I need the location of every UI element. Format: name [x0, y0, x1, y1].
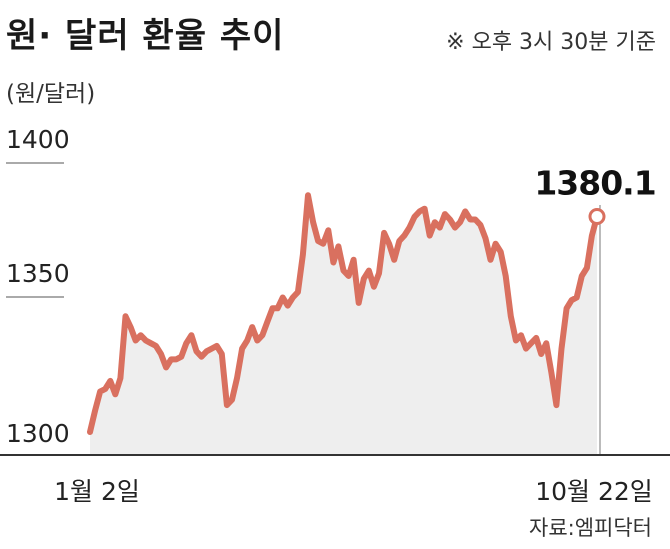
last-point-marker: [588, 208, 606, 225]
y-axis-ticks: 1400 1350 1300: [6, 125, 70, 448]
time-note: ※ 오후 3시 30분 기준: [446, 30, 656, 55]
y-axis-unit: (원/달러): [6, 81, 96, 107]
chart-title: 원· 달러 환율 추이: [6, 16, 285, 56]
y-tick-label-1400: 1400: [6, 125, 70, 154]
y-tick-label-1300: 1300: [6, 419, 70, 448]
x-tick-label-end: 10월 22일: [535, 477, 653, 506]
y-tick-label-1350: 1350: [6, 259, 70, 288]
x-tick-label-start: 1월 2일: [54, 477, 140, 506]
area-fill: [90, 195, 597, 456]
last-value-label: 1380.1: [534, 164, 655, 203]
data-source: 자료:엠피닥터: [529, 516, 652, 540]
series-line: [87, 192, 600, 435]
